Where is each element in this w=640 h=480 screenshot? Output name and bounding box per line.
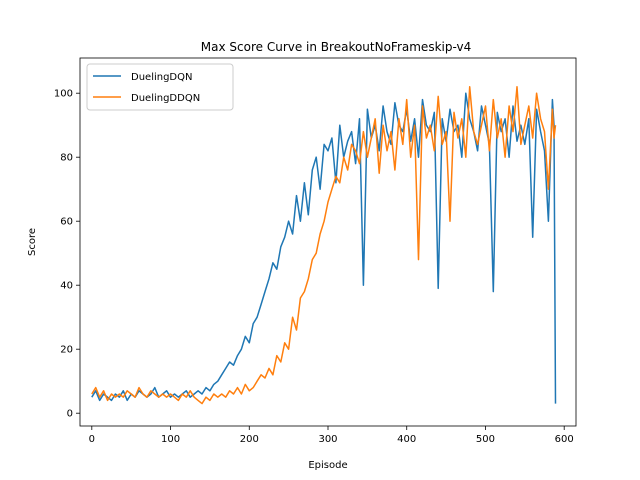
x-tick-label: 500 — [476, 434, 495, 445]
series-line-duelingdqn — [91, 92, 557, 404]
series-line-duelingddqn — [91, 86, 557, 405]
x-tick-label: 300 — [318, 434, 337, 445]
y-axis-label: Score — [27, 228, 38, 256]
legend: DuelingDQN DuelingDDQN — [86, 63, 234, 111]
series-layer — [91, 86, 557, 405]
legend-box — [86, 63, 234, 111]
legend-label-duelingddqn: DuelingDDQN — [131, 93, 200, 104]
y-axis: 0 20 40 60 80 100 — [54, 89, 80, 420]
x-tick-label: 400 — [397, 434, 416, 445]
x-axis: 0 100 200 300 400 500 600 — [89, 426, 574, 445]
y-tick-label: 80 — [60, 153, 73, 164]
chart-title: Max Score Curve in BreakoutNoFrameskip-v… — [201, 40, 471, 54]
y-tick-label: 60 — [60, 217, 73, 228]
y-tick-label: 20 — [60, 345, 73, 356]
y-tick-label: 40 — [60, 281, 73, 292]
x-tick-label: 600 — [555, 434, 574, 445]
x-axis-label: Episode — [308, 460, 347, 471]
x-tick-label: 100 — [161, 434, 180, 445]
x-tick-label: 200 — [240, 434, 259, 445]
x-tick-label: 0 — [89, 434, 95, 445]
legend-label-duelingdqn: DuelingDQN — [131, 72, 192, 83]
y-tick-label: 0 — [67, 409, 73, 420]
y-tick-label: 100 — [54, 89, 73, 100]
